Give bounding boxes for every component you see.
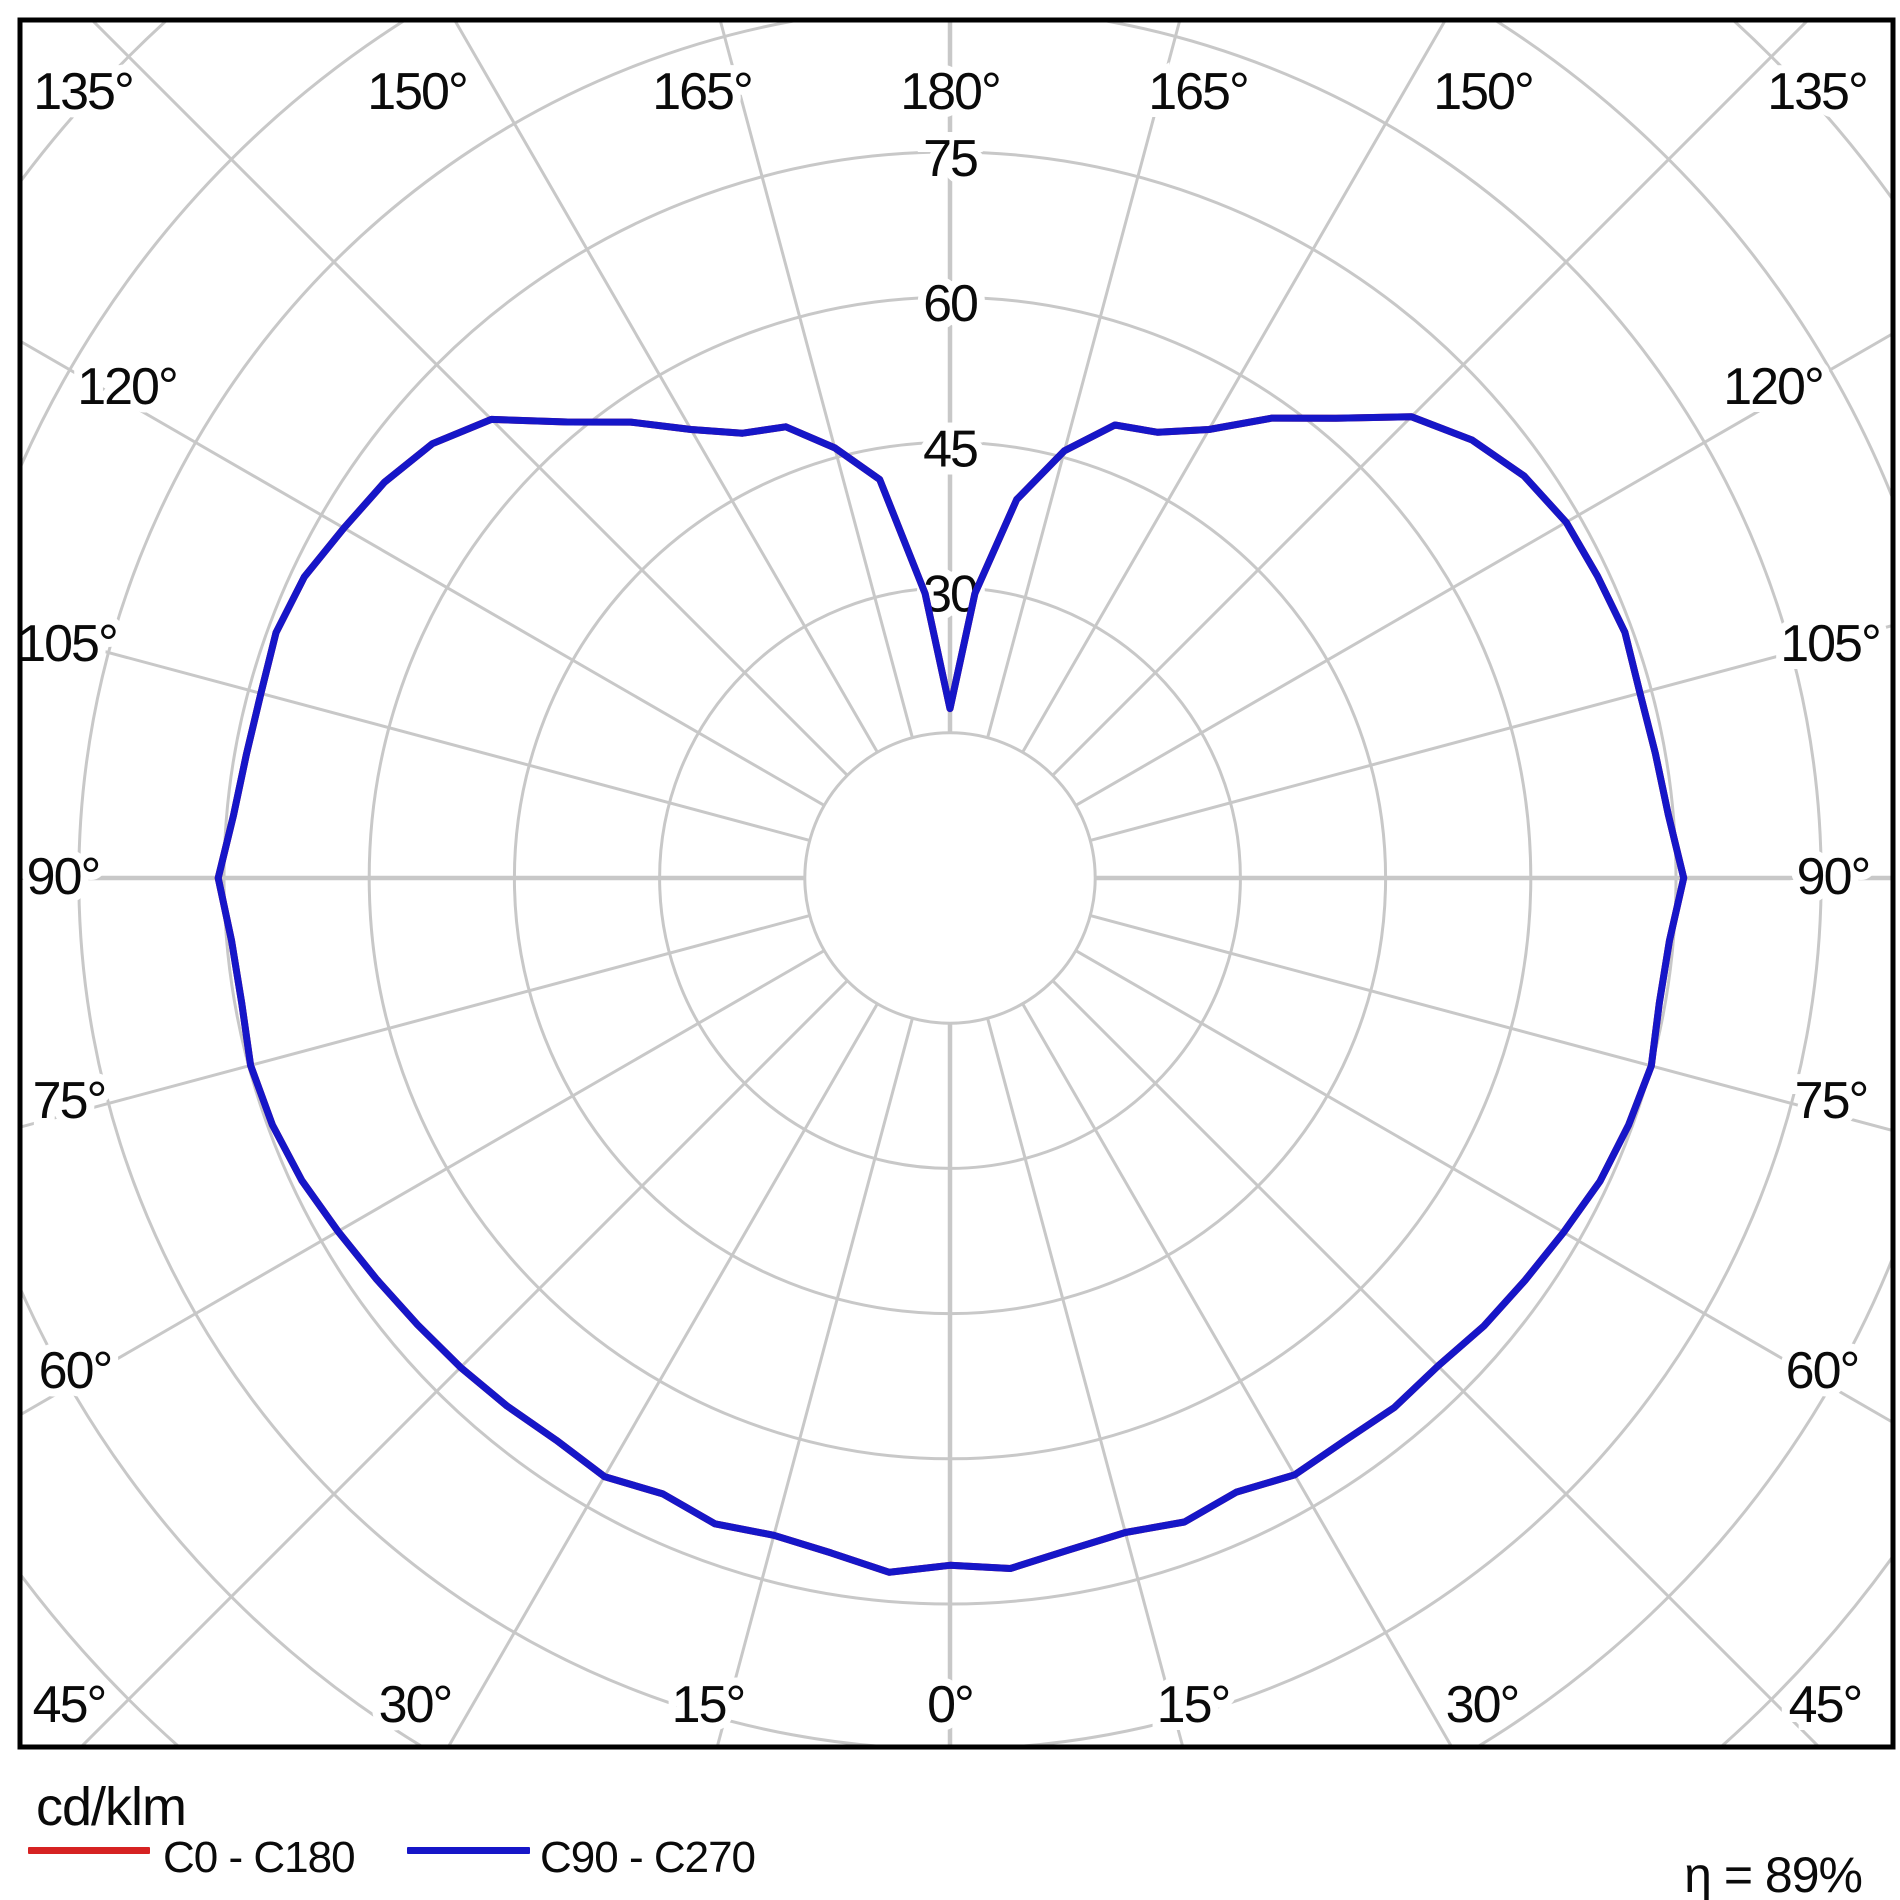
grid-spoke-345 [716,1017,914,1745]
grid-spoke-315 [80,979,849,1745]
grid-spoke-300 [22,949,826,1416]
grid-spoke-75 [1089,914,1891,1132]
grid-spoke-210 [454,22,879,754]
angle-label-right-1: 105° [1780,615,1880,673]
angle-label-top-5: 150° [1433,63,1533,121]
angle-label-bottom-5: 30° [1446,1676,1519,1734]
efficiency-value: η = 89% [1684,1847,1863,1900]
grid-spoke-30 [1021,1002,1453,1745]
grid-spoke-330 [447,1002,879,1745]
angle-label-right-2: 90° [1797,848,1870,906]
radial-tick-label-45: 45 [923,420,977,478]
angle-label-left-2: 90° [27,848,100,906]
grid-spoke-105 [1089,624,1891,842]
angle-label-bottom-0: 45° [33,1676,106,1734]
curves [214,413,1688,1576]
angle-label-bottom-2: 15° [672,1676,745,1734]
unit-label: cd/klm [36,1777,187,1837]
angle-label-left-4: 60° [39,1342,112,1400]
angle-label-top-2: 165° [652,63,752,121]
curve-c90-c270 [214,413,1688,1576]
grid-spoke-60 [1074,949,1891,1424]
angle-label-bottom-1: 30° [379,1676,452,1734]
grid-spoke-225 [91,22,849,777]
radial-tick-label-60: 60 [923,275,977,333]
grid-spoke-135 [1051,22,1809,777]
grid-spoke-150 [1021,22,1446,754]
angle-label-top-0: 135° [33,63,133,121]
angle-label-top-1: 150° [367,63,467,121]
angle-label-left-3: 75° [33,1072,106,1130]
grid-ring-15 [803,731,1097,1025]
angle-label-right-3: 75° [1795,1072,1868,1130]
legend-label-c90-c270: C90 - C270 [540,1833,756,1882]
grid-spoke-45 [1051,979,1820,1745]
grid-spoke-285 [22,914,811,1129]
grid-spoke-195 [719,22,914,739]
grid-spoke-165 [986,22,1181,739]
angle-label-bottom-4: 15° [1157,1676,1230,1734]
axis-labels: 135° 150° 165° 180° 165° 150° 135° 45° 30° 15° 0° 1… [9,55,1890,1742]
angle-label-bottom-3: 0° [927,1676,973,1734]
angle-label-top-4: 165° [1148,63,1248,121]
angle-label-left-1: 105° [17,615,117,673]
angle-label-right-0: 120° [1723,358,1823,416]
radial-tick-label-75: 75 [923,130,977,188]
angle-label-top-3: 180° [900,63,1000,121]
angle-label-top-6: 135° [1767,63,1867,121]
grid-spoke-255 [22,627,811,842]
plot-border [17,17,1896,1750]
legend-label-c0-c180: C0 - C180 [163,1833,356,1882]
angle-label-bottom-6: 45° [1789,1676,1862,1734]
grid-spoke-240 [22,340,826,807]
angle-label-right-4: 60° [1786,1342,1859,1400]
angle-label-left-0: 120° [77,358,177,416]
legend-swatch-c0-c180 [28,1847,150,1854]
grid-spoke-120 [1074,332,1891,807]
grid-spoke-15 [986,1017,1184,1745]
legend-swatch-c90-c270 [407,1847,530,1854]
